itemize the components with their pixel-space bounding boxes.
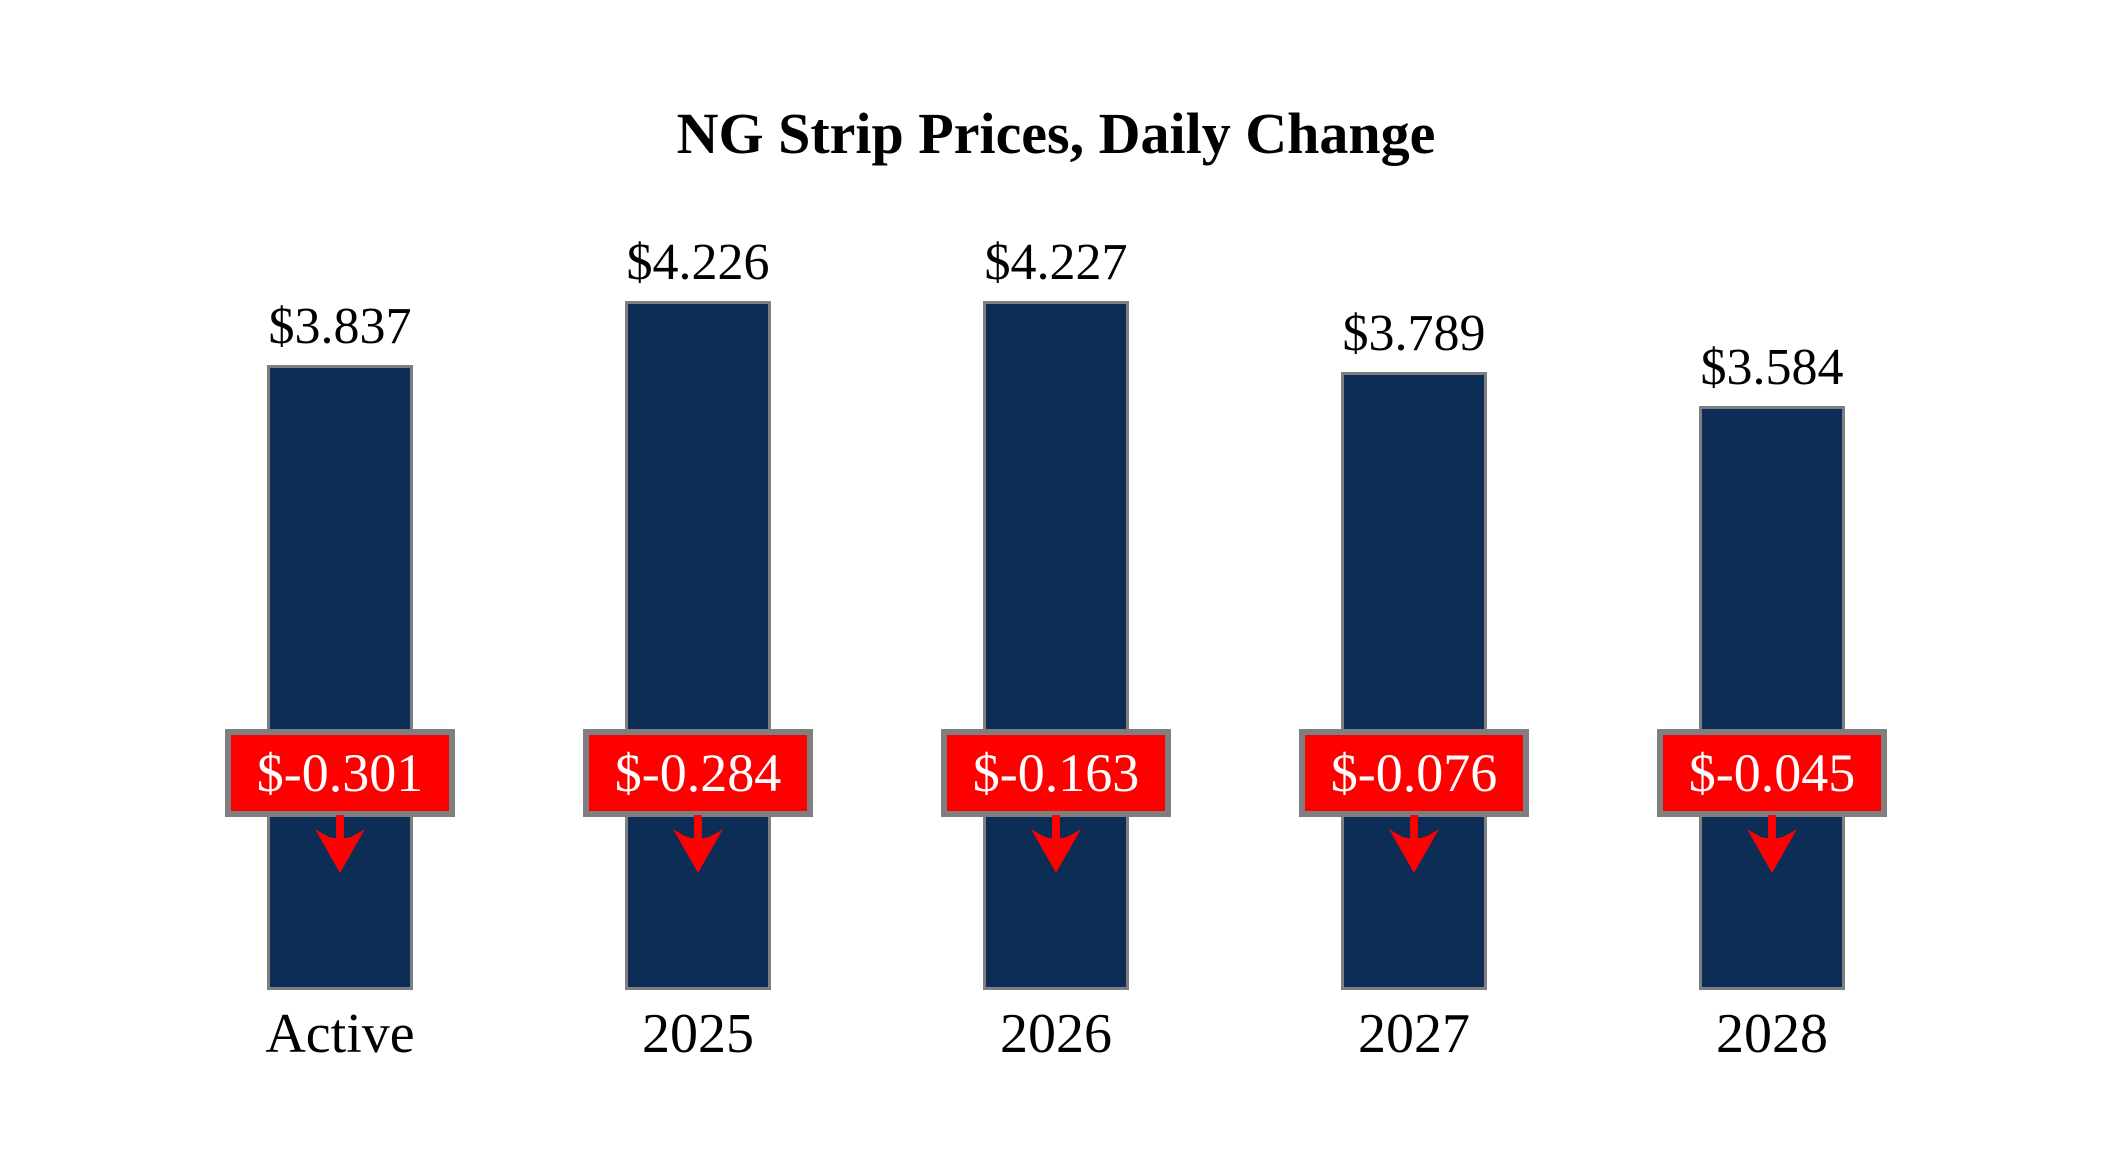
category-label: 2027	[1358, 1003, 1470, 1065]
daily-change-value: $-0.045	[1688, 743, 1856, 803]
bar-group: $4.226 $-0.284 2025	[519, 200, 877, 1068]
down-arrow-icon	[315, 815, 365, 873]
daily-change-box: $-0.163	[941, 729, 1171, 817]
daily-change-value: $-0.301	[256, 743, 424, 803]
chart-title: NG Strip Prices, Daily Change	[676, 101, 1436, 166]
daily-change-box: $-0.284	[583, 729, 813, 817]
bar-group: $3.789 $-0.076 2027	[1235, 200, 1593, 1068]
bar-group: $3.837 $-0.301 Active	[161, 200, 519, 1068]
daily-change-box: $-0.301	[225, 729, 455, 817]
down-arrow-icon	[673, 815, 723, 873]
bar-value-label: $3.584	[1700, 339, 1844, 396]
bar-group: $4.227 $-0.163 2026	[877, 200, 1235, 1068]
down-arrow-icon	[1747, 815, 1797, 873]
bar-value-label: $4.226	[626, 234, 770, 291]
category-label: Active	[265, 1003, 415, 1065]
category-label: 2025	[642, 1003, 754, 1065]
down-arrow-icon	[1031, 815, 1081, 873]
down-arrow-icon	[1389, 815, 1439, 873]
daily-change-value: $-0.284	[614, 743, 782, 803]
bar	[1341, 372, 1487, 990]
bar	[625, 301, 771, 990]
category-label: 2028	[1716, 1003, 1828, 1065]
bar	[267, 365, 413, 990]
daily-change-box: $-0.045	[1657, 729, 1887, 817]
bar-value-label: $4.227	[984, 234, 1128, 291]
bar	[983, 301, 1129, 990]
daily-change-value: $-0.163	[972, 743, 1140, 803]
bar-value-label: $3.789	[1342, 305, 1486, 362]
daily-change-box: $-0.076	[1299, 729, 1529, 817]
daily-change-value: $-0.076	[1330, 743, 1498, 803]
plot-area: $3.837 $-0.301 Active $4.226 $-0.284 202…	[161, 200, 1951, 1068]
category-label: 2026	[1000, 1003, 1112, 1065]
bar	[1699, 406, 1845, 990]
bar-group: $3.584 $-0.045 2028	[1593, 200, 1951, 1068]
bar-value-label: $3.837	[268, 298, 412, 355]
